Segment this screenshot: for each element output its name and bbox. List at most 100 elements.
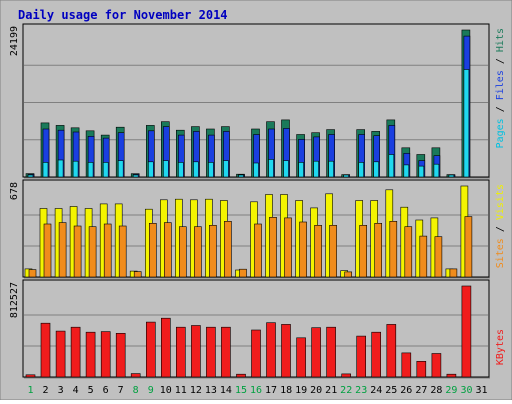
day-label: 31 [475, 385, 487, 396]
bar-kbytes-day-3 [55, 330, 66, 378]
bar-sites-day-20 [314, 225, 322, 278]
bar-kbytes-day-7 [115, 332, 126, 378]
day-label: 27 [415, 385, 427, 396]
bar-kbytes-day-4 [70, 326, 81, 378]
bar-kbytes-day-14 [221, 326, 231, 378]
legend-sites-visits: Sites / Visits [495, 184, 506, 268]
bar-sites-day-5 [88, 226, 97, 278]
bar-sites-day-24 [374, 223, 383, 278]
bar-pages-day-9 [148, 161, 154, 178]
bar-pages-day-25 [388, 154, 395, 178]
bar-kbytes-day-10 [161, 317, 171, 378]
legend-sites: Sites [495, 238, 506, 268]
bar-pages-day-17 [268, 159, 274, 178]
bar-sites-day-7 [118, 225, 127, 278]
bar-sites-day-25 [389, 221, 398, 278]
series-sites [28, 216, 473, 278]
bar-pages-day-15 [238, 174, 244, 178]
panel-max-label: 812527 [9, 282, 20, 318]
bar-kbytes-day-20 [311, 327, 321, 378]
side-labels: Pages / Files / Hits Sites / Visits KBytes [495, 28, 506, 365]
bar-pages-day-19 [298, 162, 304, 178]
bar-pages-day-22 [343, 174, 350, 178]
legend-separator: / [495, 220, 506, 238]
bar-pages-day-12 [193, 161, 199, 178]
bar-kbytes-day-29 [446, 373, 457, 378]
bar-pages-day-23 [358, 162, 365, 178]
bar-sites-day-8 [133, 271, 142, 278]
bar-sites-day-4 [73, 225, 82, 278]
day-label: 13 [205, 385, 217, 396]
day-label: 18 [280, 385, 292, 396]
bar-kbytes-day-1 [25, 374, 36, 378]
day-label: 22 [340, 385, 352, 396]
bar-pages-day-13 [208, 162, 214, 178]
day-label: 12 [190, 385, 202, 396]
bar-kbytes-day-24 [371, 331, 382, 378]
bar-pages-day-24 [373, 161, 380, 178]
panel-max-label: 24199 [9, 26, 20, 56]
day-label: 5 [88, 385, 94, 396]
bar-sites-day-18 [284, 217, 292, 278]
bar-sites-day-30 [464, 216, 473, 278]
bar-pages-day-2 [42, 162, 49, 178]
day-label: 21 [325, 385, 337, 396]
bar-sites-day-21 [329, 225, 337, 278]
day-label: 9 [148, 385, 154, 396]
bar-pages-day-4 [72, 160, 79, 178]
legend-visits: Visits [495, 184, 506, 220]
bar-sites-day-27 [419, 235, 428, 278]
legend-pages: Pages [495, 118, 506, 148]
bar-pages-day-5 [87, 162, 94, 178]
day-label: 3 [58, 385, 64, 396]
day-label: 16 [250, 385, 262, 396]
bar-kbytes-day-17 [266, 322, 276, 378]
bar-pages-day-20 [313, 160, 319, 178]
bar-sites-day-3 [58, 222, 67, 278]
bar-pages-day-18 [283, 160, 289, 178]
bar-kbytes-day-2 [40, 322, 51, 378]
bar-sites-day-19 [299, 221, 307, 278]
panel-visits-sites: 678 [9, 179, 490, 279]
bar-kbytes-day-6 [100, 331, 111, 378]
day-labels: 1 2 3 4 5 6 7 8 9 10 11 12 13 14 15 16 17 18 19 20 21 22 23 24 2… [27, 385, 487, 396]
bar-pages-day-6 [102, 162, 109, 178]
day-label: 10 [160, 385, 172, 396]
bar-sites-day-11 [179, 226, 187, 278]
bar-sites-day-2 [43, 223, 52, 278]
bar-sites-day-9 [149, 223, 157, 278]
day-label: 1 [27, 385, 33, 396]
chart-panels: 24199 678 812527 [9, 23, 490, 379]
bar-kbytes-day-9 [146, 321, 156, 378]
bar-kbytes-day-23 [356, 335, 367, 378]
bar-sites-day-28 [434, 236, 443, 278]
bar-pages-day-1 [27, 174, 34, 178]
day-label: 25 [385, 385, 397, 396]
bar-sites-day-14 [224, 221, 232, 278]
bar-sites-day-12 [194, 226, 202, 278]
day-label: 20 [310, 385, 322, 396]
day-label: 11 [175, 385, 187, 396]
bar-kbytes-day-16 [251, 329, 261, 378]
bar-kbytes-day-13 [206, 326, 216, 378]
bar-pages-day-11 [178, 162, 184, 178]
legend-kbytes: KBytes [495, 329, 506, 365]
bar-kbytes-day-28 [431, 353, 442, 378]
legend-hits: Hits [495, 28, 506, 52]
day-label: 30 [460, 385, 472, 396]
panel-max-label: 678 [9, 182, 20, 200]
bar-kbytes-day-30 [461, 285, 472, 378]
bar-kbytes-day-18 [281, 324, 291, 378]
bar-pages-day-29 [448, 174, 455, 178]
bar-pages-day-21 [328, 160, 334, 178]
bar-kbytes-day-25 [386, 324, 397, 378]
bar-kbytes-day-5 [85, 331, 96, 378]
bar-pages-day-28 [433, 163, 440, 178]
bar-kbytes-day-19 [296, 337, 306, 378]
day-label: 15 [235, 385, 247, 396]
series-visits [24, 185, 469, 278]
day-label: 17 [265, 385, 277, 396]
day-label: 29 [445, 385, 457, 396]
bar-kbytes-day-27 [416, 360, 427, 378]
